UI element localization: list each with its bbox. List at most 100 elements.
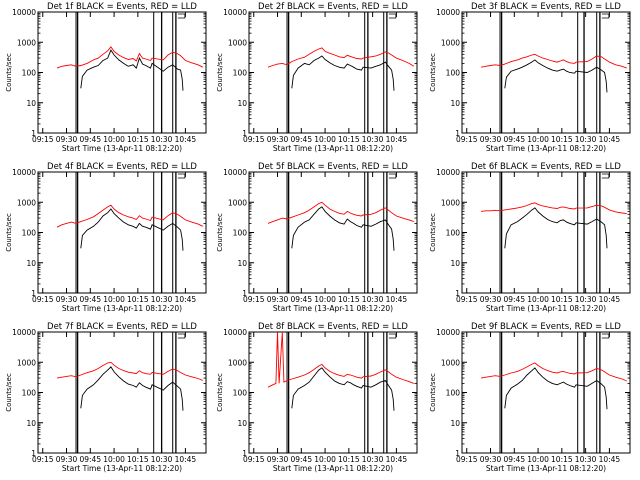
y-tick-label: 10000 [223, 328, 247, 337]
x-tick-label: 10:00 [314, 455, 336, 464]
plot-frame [461, 331, 631, 454]
x-tick-label: 10:30 [362, 455, 384, 464]
x-axis-label: Start Time (13-Apr-11 08:12:20) [62, 304, 182, 313]
y-axis-label: Counts/sec [429, 213, 437, 252]
x-tick-label: 09:30 [480, 135, 502, 144]
y-axis-label: Counts/sec [429, 373, 437, 412]
y-tick-label: 1000 [441, 38, 460, 47]
y-tick-label: 100 [446, 229, 461, 238]
x-tick-label: 10:30 [151, 135, 173, 144]
x-axis-label: Start Time (13-Apr-11 08:12:20) [486, 464, 606, 473]
gap-bracket [601, 333, 610, 339]
gap-bracket [388, 173, 397, 179]
y-tick-label: 1000 [228, 38, 247, 47]
x-tick-label: 09:15 [32, 455, 54, 464]
plot-title: Det 6f BLACK = Events, RED = LLD [471, 162, 621, 172]
plot-title: Det 4f BLACK = Events, RED = LLD [47, 162, 197, 172]
y-tick-label: 10 [450, 99, 460, 108]
x-tick-label: 10:00 [527, 295, 549, 304]
x-axis-label: Start Time (13-Apr-11 08:12:20) [62, 464, 182, 473]
x-tick-label: 10:15 [127, 295, 149, 304]
y-tick-label: 1000 [17, 198, 36, 207]
x-tick-label: 09:45 [79, 135, 101, 144]
y-tick-label: 10000 [436, 8, 460, 17]
x-tick-label: 10:45 [386, 295, 408, 304]
y-axis-label: Counts/sec [429, 53, 437, 92]
plot-title: Det 9f BLACK = Events, RED = LLD [471, 322, 621, 332]
x-tick-label: 09:30 [56, 455, 78, 464]
gap-bracket [177, 173, 186, 179]
y-tick-label: 100 [22, 69, 37, 78]
detector-plot-2: Det 2f BLACK = Events, RED = LLD 1 10 100 10… [216, 2, 418, 153]
x-tick-label: 10:15 [551, 295, 573, 304]
x-tick-label: 10:30 [151, 455, 173, 464]
y-tick-label: 1 [455, 289, 460, 298]
y-tick-label: 1 [455, 129, 460, 138]
x-axis-label: Start Time (13-Apr-11 08:12:20) [486, 144, 606, 153]
y-tick-label: 100 [233, 69, 248, 78]
x-axis-label: Start Time (13-Apr-11 08:12:20) [273, 144, 393, 153]
detector-plot-3: Det 3f BLACK = Events, RED = LLD 1 10 100 10… [429, 2, 631, 153]
x-tick-label: 10:45 [175, 455, 197, 464]
x-tick-label: 09:45 [503, 295, 525, 304]
plot-title: Det 5f BLACK = Events, RED = LLD [258, 162, 408, 172]
x-tick-label: 10:00 [103, 295, 125, 304]
series-events-line [80, 366, 184, 411]
detector-plot-6: Det 6f BLACK = Events, RED = LLD 1 10 100 10… [429, 162, 631, 313]
x-tick-label: 09:45 [290, 295, 312, 304]
detector-plot-7: Det 7f BLACK = Events, RED = LLD 1 10 100 10… [5, 322, 207, 473]
series-lld-line [56, 46, 204, 69]
x-tick-label: 10:30 [575, 295, 597, 304]
y-axis-label: Counts/sec [5, 213, 13, 252]
series-lld-line [480, 362, 627, 382]
series-lld-line [267, 201, 414, 224]
x-tick-label: 10:45 [599, 135, 621, 144]
y-tick-label: 10000 [223, 8, 247, 17]
x-tick-label: 09:30 [56, 295, 78, 304]
x-tick-label: 09:45 [503, 135, 525, 144]
y-tick-label: 10 [26, 259, 36, 268]
x-axis-label: Start Time (13-Apr-11 08:12:20) [62, 144, 182, 153]
series-lld-line [480, 53, 627, 69]
x-tick-label: 10:15 [551, 135, 573, 144]
y-tick-label: 100 [22, 229, 37, 238]
y-axis-label: Counts/sec [216, 373, 224, 412]
y-tick-label: 1 [455, 449, 460, 458]
y-tick-label: 10000 [436, 168, 460, 177]
series-events-line [504, 207, 608, 249]
x-axis-label: Start Time (13-Apr-11 08:12:20) [273, 464, 393, 473]
y-tick-label: 1000 [441, 358, 460, 367]
y-tick-label: 10 [26, 99, 36, 108]
series-lld-line [56, 204, 203, 228]
x-tick-label: 09:45 [79, 295, 101, 304]
x-tick-label: 09:15 [32, 295, 54, 304]
gap-bracket [177, 13, 186, 19]
series-events-line [504, 367, 608, 410]
x-tick-label: 09:30 [480, 455, 502, 464]
plot-frame [461, 171, 631, 294]
y-tick-label: 1 [31, 289, 36, 298]
x-tick-label: 10:45 [599, 455, 621, 464]
y-tick-label: 10 [450, 419, 460, 428]
x-tick-label: 10:00 [103, 455, 125, 464]
series-events-line [291, 55, 395, 91]
y-tick-label: 1 [242, 289, 247, 298]
gap-bracket [388, 13, 397, 19]
y-tick-label: 1000 [228, 358, 247, 367]
x-tick-label: 10:15 [338, 455, 360, 464]
plot-title: Det 8f BLACK = Events, RED = LLD [258, 322, 408, 332]
plot-title: Det 7f BLACK = Events, RED = LLD [47, 322, 197, 332]
y-tick-label: 1 [31, 449, 36, 458]
x-tick-label: 10:00 [527, 135, 549, 144]
detector-plot-9: Det 9f BLACK = Events, RED = LLD 1 10 100 10… [429, 322, 631, 473]
x-tick-label: 09:30 [267, 135, 289, 144]
x-tick-label: 10:15 [127, 135, 149, 144]
x-tick-label: 10:45 [175, 135, 197, 144]
y-axis-label: Counts/sec [216, 213, 224, 252]
series-lld-line [56, 361, 203, 381]
series-events-line [291, 367, 395, 411]
x-tick-label: 10:15 [127, 455, 149, 464]
gap-bracket [601, 173, 610, 179]
x-tick-label: 10:45 [599, 295, 621, 304]
